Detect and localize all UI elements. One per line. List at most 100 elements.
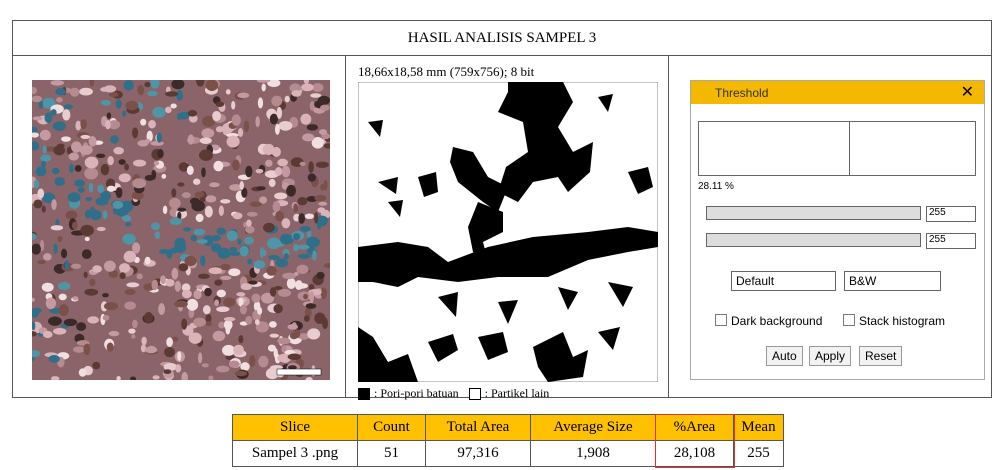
- grain: [275, 211, 284, 221]
- grain: [263, 223, 275, 233]
- slider-value[interactable]: 255: [926, 206, 976, 222]
- grain: [104, 302, 118, 310]
- grain: [220, 264, 230, 270]
- grain: [255, 319, 260, 325]
- grain: [157, 133, 163, 143]
- grain: [201, 167, 206, 177]
- grain: [43, 145, 47, 154]
- grain: [258, 356, 268, 368]
- grain: [321, 288, 327, 300]
- grain: [75, 165, 82, 172]
- grain: [271, 96, 282, 107]
- mode-select[interactable]: B&W: [844, 271, 941, 291]
- grain: [216, 101, 224, 107]
- grain: [40, 154, 51, 161]
- grain: [261, 83, 265, 91]
- grain: [147, 91, 158, 96]
- grain: [122, 110, 126, 116]
- grain: [160, 275, 166, 284]
- grain: [226, 89, 231, 94]
- button[interactable]: Reset: [859, 346, 902, 366]
- dialog-title: Threshold: [715, 86, 768, 100]
- grain: [231, 101, 235, 110]
- grain: [284, 253, 289, 259]
- grain: [84, 272, 88, 278]
- grain: [172, 268, 179, 280]
- grain: [223, 297, 235, 307]
- grain: [131, 334, 135, 338]
- slider[interactable]: [706, 233, 921, 247]
- grain: [187, 299, 199, 311]
- grain: [214, 299, 219, 306]
- grain: [300, 226, 311, 232]
- grain: [270, 114, 278, 125]
- grain: [205, 206, 213, 218]
- grain: [175, 281, 181, 292]
- method-select[interactable]: Default: [731, 271, 836, 291]
- grain: [175, 364, 181, 372]
- grain: [64, 319, 77, 326]
- grain: [79, 88, 93, 96]
- slider[interactable]: [706, 206, 921, 220]
- grain: [196, 214, 204, 222]
- grain: [256, 186, 265, 190]
- grain: [72, 222, 78, 230]
- grain: [109, 92, 119, 97]
- grain: [51, 80, 64, 86]
- grain: [155, 231, 160, 239]
- slider-value[interactable]: 255: [926, 233, 976, 249]
- grain: [245, 226, 255, 234]
- grain: [33, 199, 42, 208]
- grain: [43, 253, 52, 260]
- close-button[interactable]: ✕: [961, 82, 974, 102]
- grain: [293, 203, 298, 212]
- grain: [220, 276, 231, 280]
- grain: [232, 114, 241, 125]
- grain: [202, 363, 209, 367]
- grain: [172, 336, 178, 341]
- grain: [229, 361, 240, 368]
- grain: [64, 104, 73, 109]
- grain: [308, 173, 316, 181]
- grain: [66, 210, 78, 219]
- button[interactable]: Apply: [809, 346, 851, 366]
- button[interactable]: Auto: [766, 346, 803, 366]
- grain: [165, 279, 174, 287]
- grain: [225, 326, 230, 335]
- grain: [191, 235, 197, 242]
- checkbox[interactable]: Stack histogram: [843, 314, 945, 328]
- grain: [105, 120, 111, 130]
- grain: [201, 128, 214, 138]
- grain: [85, 197, 92, 201]
- grain: [42, 206, 46, 213]
- grain: [241, 283, 252, 290]
- grain: [68, 153, 79, 161]
- grain: [49, 355, 60, 363]
- grain: [273, 201, 281, 212]
- grain: [250, 201, 262, 207]
- grain: [206, 80, 219, 91]
- grain: [205, 195, 216, 202]
- grain: [54, 243, 58, 254]
- grain: [199, 150, 213, 161]
- grain: [238, 128, 243, 137]
- grain: [150, 141, 164, 146]
- legend-label: : Partikel lain: [485, 386, 550, 401]
- grain: [247, 259, 252, 265]
- grain: [100, 87, 109, 92]
- checkbox[interactable]: Dark background: [715, 314, 822, 328]
- grain: [175, 238, 186, 248]
- divider: [345, 55, 346, 398]
- grain: [220, 199, 230, 203]
- highlight-box: [655, 414, 735, 469]
- grain: [107, 186, 116, 192]
- grain: [170, 103, 176, 108]
- grain: [247, 212, 258, 217]
- grain: [320, 105, 330, 111]
- grain: [51, 225, 63, 230]
- grain: [157, 149, 163, 158]
- checkbox-label: Dark background: [731, 314, 822, 328]
- grain: [85, 157, 99, 169]
- checkbox-label: Stack histogram: [859, 314, 945, 328]
- grain: [101, 164, 110, 175]
